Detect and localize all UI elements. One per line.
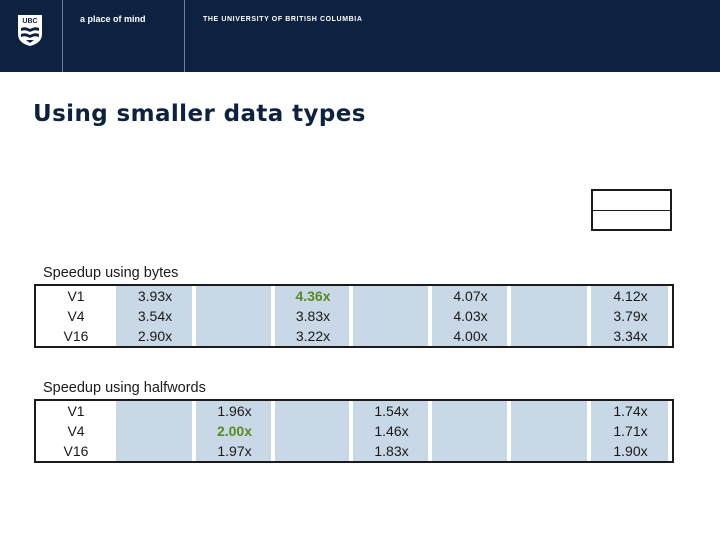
speedup-value: 4.07x — [453, 288, 488, 304]
table-column-bg — [196, 286, 271, 346]
speedup-value: 1.54x — [374, 403, 409, 419]
table-column-bg — [511, 286, 587, 346]
column-header-cell — [275, 190, 349, 230]
column-header-cell — [353, 190, 428, 230]
speedup-value: 1.90x — [613, 443, 648, 459]
table-column-bg — [116, 286, 192, 346]
speedup-value: 1.74x — [613, 403, 648, 419]
banner-divider — [184, 0, 185, 72]
speedup-value: 3.79x — [613, 308, 648, 324]
table-column-bg — [353, 286, 428, 346]
bytes-section-label: Speedup using bytes — [43, 265, 179, 281]
table-column-bg — [591, 401, 668, 461]
table-column-bg — [591, 286, 668, 346]
speedup-value: 3.83x — [295, 308, 331, 324]
header-box — [116, 189, 672, 231]
table-column-bg — [275, 286, 349, 346]
speedup-value: 3.34x — [613, 328, 648, 344]
row-label: V1 — [67, 403, 85, 419]
row-label: V4 — [67, 308, 85, 324]
speedup-value: 1.46x — [374, 423, 409, 439]
university-name: THE UNIVERSITY OF BRITISH COLUMBIA — [203, 16, 363, 23]
column-header-cell — [196, 190, 271, 230]
halfwords-section-label: Speedup using halfwords — [43, 380, 206, 396]
speedup-value: 2.90x — [137, 328, 173, 344]
crest-text: UBC — [22, 18, 37, 25]
speedup-value: 3.93x — [137, 288, 173, 304]
speedup-value: 4.00x — [453, 328, 488, 344]
row-label: V4 — [67, 423, 85, 439]
speedup-value: 1.96x — [217, 403, 252, 419]
banner-divider — [62, 0, 63, 72]
header-underline — [591, 210, 671, 211]
table-column-bg — [275, 401, 349, 461]
table-column-bg — [116, 401, 192, 461]
table-column-bg — [432, 286, 507, 346]
table-column-bg — [353, 401, 428, 461]
speedup-value: 4.03x — [453, 308, 488, 324]
table-column-bg — [511, 401, 587, 461]
column-header-cell — [511, 190, 587, 230]
speedup-value: 1.71x — [613, 423, 648, 439]
column-header-cell — [432, 190, 507, 230]
column-header-cell — [116, 190, 192, 230]
speedup-value: 1.97x — [217, 443, 252, 459]
table-border — [34, 399, 674, 463]
speedup-value: 3.22x — [295, 328, 331, 344]
table-border — [34, 284, 674, 348]
row-label: V16 — [63, 328, 89, 344]
speedup-value: 1.83x — [374, 443, 409, 459]
row-label: V16 — [63, 443, 89, 459]
table-column-bg — [196, 401, 271, 461]
ubc-banner: UBC a place of mind THE UNIVERSITY OF BR… — [0, 0, 720, 72]
speedup-value: 4.12x — [613, 288, 648, 304]
speedup-value: 4.36x — [295, 288, 331, 304]
slide-title: Using smaller data types — [33, 101, 366, 127]
row-label: V1 — [67, 288, 85, 304]
table-column-bg — [432, 401, 507, 461]
speedup-value: 3.54x — [137, 308, 173, 324]
tagline: a place of mind — [80, 14, 146, 24]
ubc-crest-icon: UBC — [18, 15, 42, 46]
speedup-value: 2.00x — [216, 423, 253, 439]
